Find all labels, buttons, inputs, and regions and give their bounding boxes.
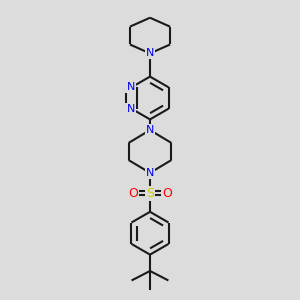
Text: O: O xyxy=(162,187,172,200)
Text: S: S xyxy=(146,187,154,200)
Text: N: N xyxy=(126,82,135,92)
Text: N: N xyxy=(146,125,154,135)
Text: N: N xyxy=(146,48,154,59)
Text: N: N xyxy=(126,104,135,114)
Text: O: O xyxy=(128,187,138,200)
Text: N: N xyxy=(146,168,154,178)
